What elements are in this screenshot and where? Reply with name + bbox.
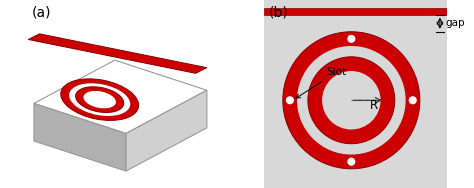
Circle shape <box>283 32 420 169</box>
Text: R: R <box>370 99 378 112</box>
Ellipse shape <box>75 87 124 112</box>
Circle shape <box>348 36 355 42</box>
Circle shape <box>348 158 355 165</box>
Circle shape <box>322 71 381 130</box>
Circle shape <box>410 97 416 104</box>
Polygon shape <box>264 8 447 15</box>
Polygon shape <box>34 60 207 133</box>
Polygon shape <box>28 34 207 73</box>
Circle shape <box>297 46 406 155</box>
Circle shape <box>287 97 293 104</box>
Ellipse shape <box>69 83 130 116</box>
Text: gap: gap <box>445 18 465 28</box>
Circle shape <box>308 57 395 144</box>
Text: (a): (a) <box>32 6 52 20</box>
Ellipse shape <box>83 91 116 108</box>
Polygon shape <box>34 103 126 171</box>
Polygon shape <box>264 0 447 188</box>
Ellipse shape <box>61 79 138 121</box>
Polygon shape <box>126 90 207 171</box>
Text: (b): (b) <box>269 6 289 20</box>
Text: Slot: Slot <box>296 67 346 98</box>
